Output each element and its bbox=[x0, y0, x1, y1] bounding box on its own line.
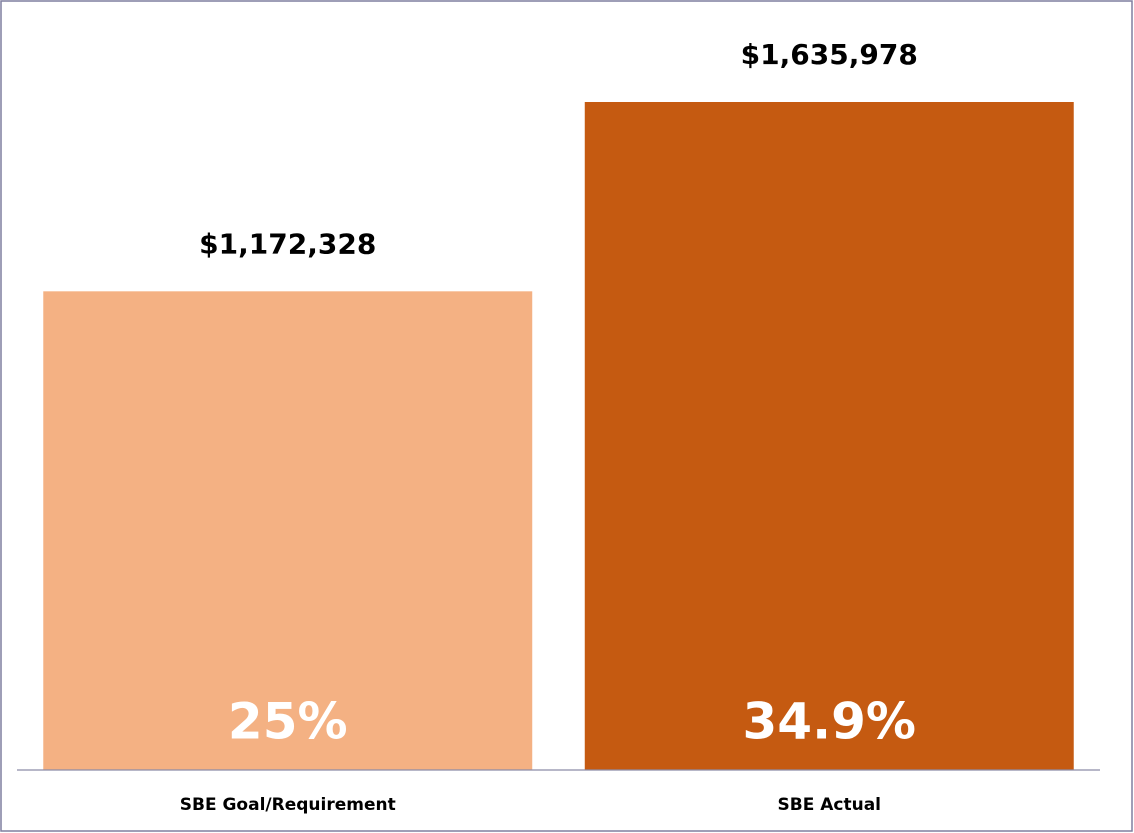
x-tick-label: SBE Goal/Requirement bbox=[180, 795, 396, 815]
value-label: $1,635,978 bbox=[741, 38, 918, 71]
bar bbox=[584, 102, 1074, 770]
value-label: $1,172,328 bbox=[199, 227, 376, 260]
x-tick-label: SBE Actual bbox=[778, 795, 882, 815]
percent-label: 34.9% bbox=[743, 693, 916, 751]
percent-label: 25% bbox=[228, 693, 348, 751]
bar bbox=[43, 291, 533, 770]
